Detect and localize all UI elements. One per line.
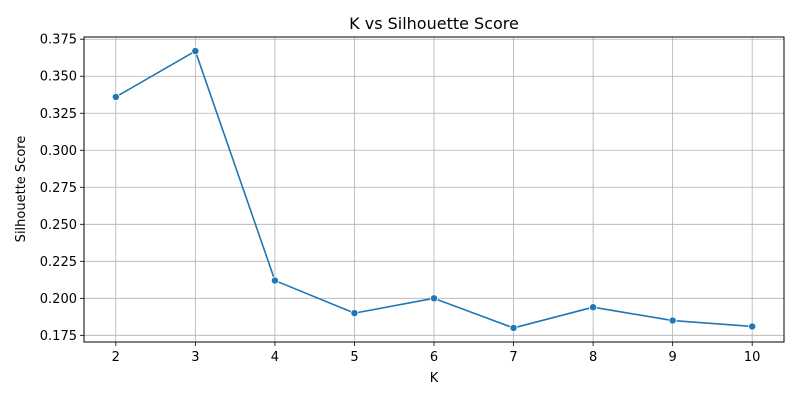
y-tick-label: 0.300 <box>40 144 77 159</box>
y-tick-label: 0.325 <box>40 107 77 122</box>
x-tick-label: 4 <box>271 350 279 365</box>
x-tick-label: 7 <box>509 350 517 365</box>
y-tick-label: 0.250 <box>40 218 77 233</box>
x-axis-ticks: 2 3 4 5 6 7 8 9 10 <box>112 342 761 365</box>
series-layer <box>111 47 757 332</box>
chart-title: K vs Silhouette Score <box>349 14 519 33</box>
y-tick-label: 0.275 <box>40 181 77 196</box>
data-point-k8 <box>589 303 598 312</box>
plot-frame <box>83 36 785 343</box>
x-tick-label: 6 <box>430 350 438 365</box>
data-point-k2 <box>111 92 120 101</box>
y-axis-label: Silhouette Score <box>14 136 29 243</box>
x-tick-label: 10 <box>744 350 761 365</box>
grid-lines <box>84 37 784 342</box>
x-tick-label: 8 <box>589 350 597 365</box>
y-tick-label: 0.175 <box>40 329 77 344</box>
data-point-k5 <box>350 309 359 318</box>
y-axis-ticks: 0.175 0.200 0.225 0.250 0.275 0.300 0.325 0.350… <box>40 33 84 344</box>
x-tick-label: 5 <box>350 350 358 365</box>
x-tick-label: 9 <box>668 350 676 365</box>
data-point-k10 <box>748 322 757 331</box>
x-tick-label: 2 <box>112 350 120 365</box>
data-point-k6 <box>429 294 438 303</box>
data-point-k7 <box>509 323 518 332</box>
y-tick-label: 0.225 <box>40 255 77 270</box>
x-tick-label: 3 <box>191 350 199 365</box>
y-tick-label: 0.350 <box>40 70 77 85</box>
data-point-k3 <box>191 47 200 56</box>
y-tick-label: 0.375 <box>40 33 77 48</box>
y-tick-label: 0.200 <box>40 292 77 307</box>
data-point-k9 <box>668 316 677 325</box>
data-point-k4 <box>270 276 279 285</box>
x-axis-label: K <box>430 371 439 386</box>
